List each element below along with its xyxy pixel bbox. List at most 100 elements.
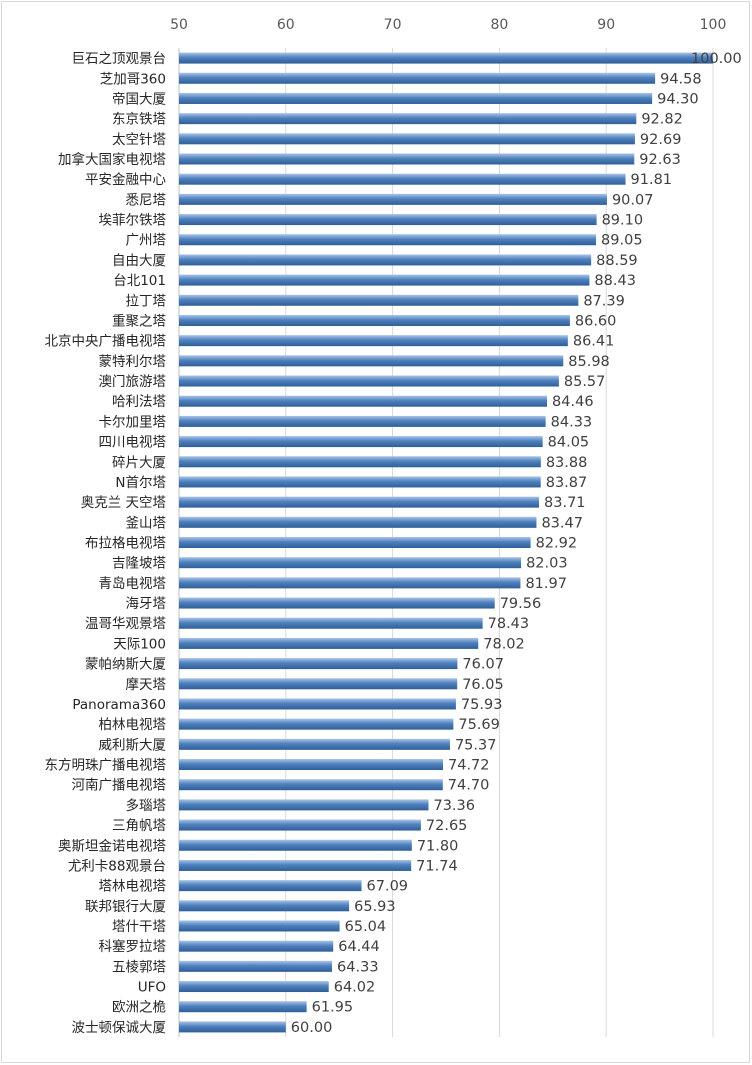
category-label: 科塞罗拉塔 [99, 938, 167, 955]
value-label: 75.69 [458, 717, 500, 733]
value-label: 67.09 [367, 879, 409, 895]
category-label: 青岛电视塔 [99, 576, 167, 592]
value-label: 89.10 [602, 213, 644, 229]
category-label: 台北101 [113, 273, 166, 289]
category-label: 尤利卡88观景台 [68, 858, 166, 874]
bar [179, 597, 495, 609]
value-label: 100.00 [691, 51, 742, 67]
category-label: 广州塔 [126, 233, 167, 249]
category-label: 天际100 [113, 636, 166, 652]
category-label: 奥克兰 天空塔 [81, 494, 167, 511]
bar [179, 537, 531, 548]
category-label: Panorama360 [72, 697, 166, 713]
value-label: 82.03 [526, 556, 568, 572]
category-label: 多瑙塔 [126, 797, 167, 814]
category-label: 欧洲之桅 [112, 999, 166, 1016]
value-label: 75.37 [455, 737, 497, 753]
category-label: 蒙帕纳斯大厦 [85, 657, 166, 673]
category-label: 柏林电视塔 [99, 717, 167, 733]
bar [179, 133, 635, 145]
value-label: 75.93 [461, 697, 503, 713]
x-tick-label: 90 [597, 17, 615, 33]
value-label: 71.80 [417, 838, 459, 854]
bar [179, 718, 454, 730]
category-label: 温哥华观景塔 [85, 616, 166, 632]
bar [179, 819, 421, 831]
value-label: 72.65 [426, 818, 468, 834]
category-label: N首尔塔 [115, 475, 166, 491]
bar [179, 355, 564, 367]
bar [179, 314, 570, 326]
value-label: 88.43 [594, 273, 636, 289]
category-label: 自由大厦 [112, 253, 166, 269]
value-label: 65.93 [354, 899, 396, 915]
value-label: 89.05 [601, 233, 643, 249]
bar [179, 738, 450, 750]
category-label: 威利斯大厦 [99, 737, 167, 753]
bar [179, 1021, 286, 1033]
bar [179, 335, 568, 347]
category-label: 塔什干塔 [112, 919, 166, 935]
value-label: 84.33 [551, 414, 593, 430]
bar [179, 294, 579, 306]
category-label: 巨石之顶观景台 [72, 51, 167, 67]
category-label: 埃菲尔铁塔 [99, 213, 167, 229]
value-label: 78.43 [488, 616, 530, 632]
value-label: 84.05 [548, 435, 590, 451]
bar [179, 193, 607, 205]
bar [179, 173, 626, 185]
category-label: 澳门旅游塔 [99, 374, 167, 390]
x-tick-label: 70 [384, 17, 402, 33]
bar [179, 214, 597, 226]
category-label: 悉尼塔 [126, 192, 167, 208]
category-label: 帝国大厦 [112, 91, 166, 107]
bar [179, 839, 412, 851]
category-label: 联邦银行大厦 [85, 899, 166, 915]
value-label: 65.04 [345, 919, 387, 935]
value-label: 88.59 [596, 253, 638, 269]
category-label: 东方明珠广播电视塔 [45, 758, 167, 774]
value-label: 86.60 [575, 313, 617, 329]
value-label: 61.95 [312, 1000, 354, 1016]
value-label: 92.82 [641, 112, 683, 128]
category-label: UFO [138, 980, 166, 996]
value-label: 64.44 [338, 939, 380, 955]
bar [179, 234, 597, 246]
bar [179, 577, 521, 589]
bar [179, 960, 333, 972]
value-label: 91.81 [631, 172, 673, 188]
x-tick-label: 50 [170, 17, 188, 33]
value-label: 71.74 [416, 858, 458, 874]
x-tick-label: 100 [700, 17, 727, 33]
category-label: 北京中央广播电视塔 [45, 334, 167, 350]
value-label: 94.58 [660, 71, 702, 87]
value-label: 83.71 [544, 495, 586, 511]
bar [179, 799, 429, 811]
category-label: 吉隆坡塔 [112, 556, 166, 572]
value-label: 94.30 [657, 91, 699, 107]
value-label: 83.87 [546, 475, 588, 491]
bar [179, 92, 653, 104]
bar [179, 678, 458, 690]
bar [179, 779, 443, 791]
value-label: 86.41 [573, 334, 615, 350]
bar [179, 637, 479, 649]
bar [179, 375, 559, 387]
category-label: 拉丁塔 [126, 293, 167, 309]
x-axis-ticks: 50 60 70 80 90 100 [170, 17, 726, 33]
value-label: 73.36 [433, 798, 475, 814]
bar [179, 759, 444, 771]
category-label: 河南广播电视塔 [72, 778, 167, 794]
bars [179, 52, 713, 1033]
category-label: 平安金融中心 [85, 172, 166, 188]
value-label: 78.02 [483, 636, 525, 652]
category-label: 五棱郭塔 [112, 958, 166, 975]
bar [179, 395, 548, 407]
bar [179, 456, 541, 468]
bar [179, 940, 334, 952]
bar [179, 900, 350, 912]
bar [179, 1001, 307, 1013]
bar [179, 658, 458, 670]
